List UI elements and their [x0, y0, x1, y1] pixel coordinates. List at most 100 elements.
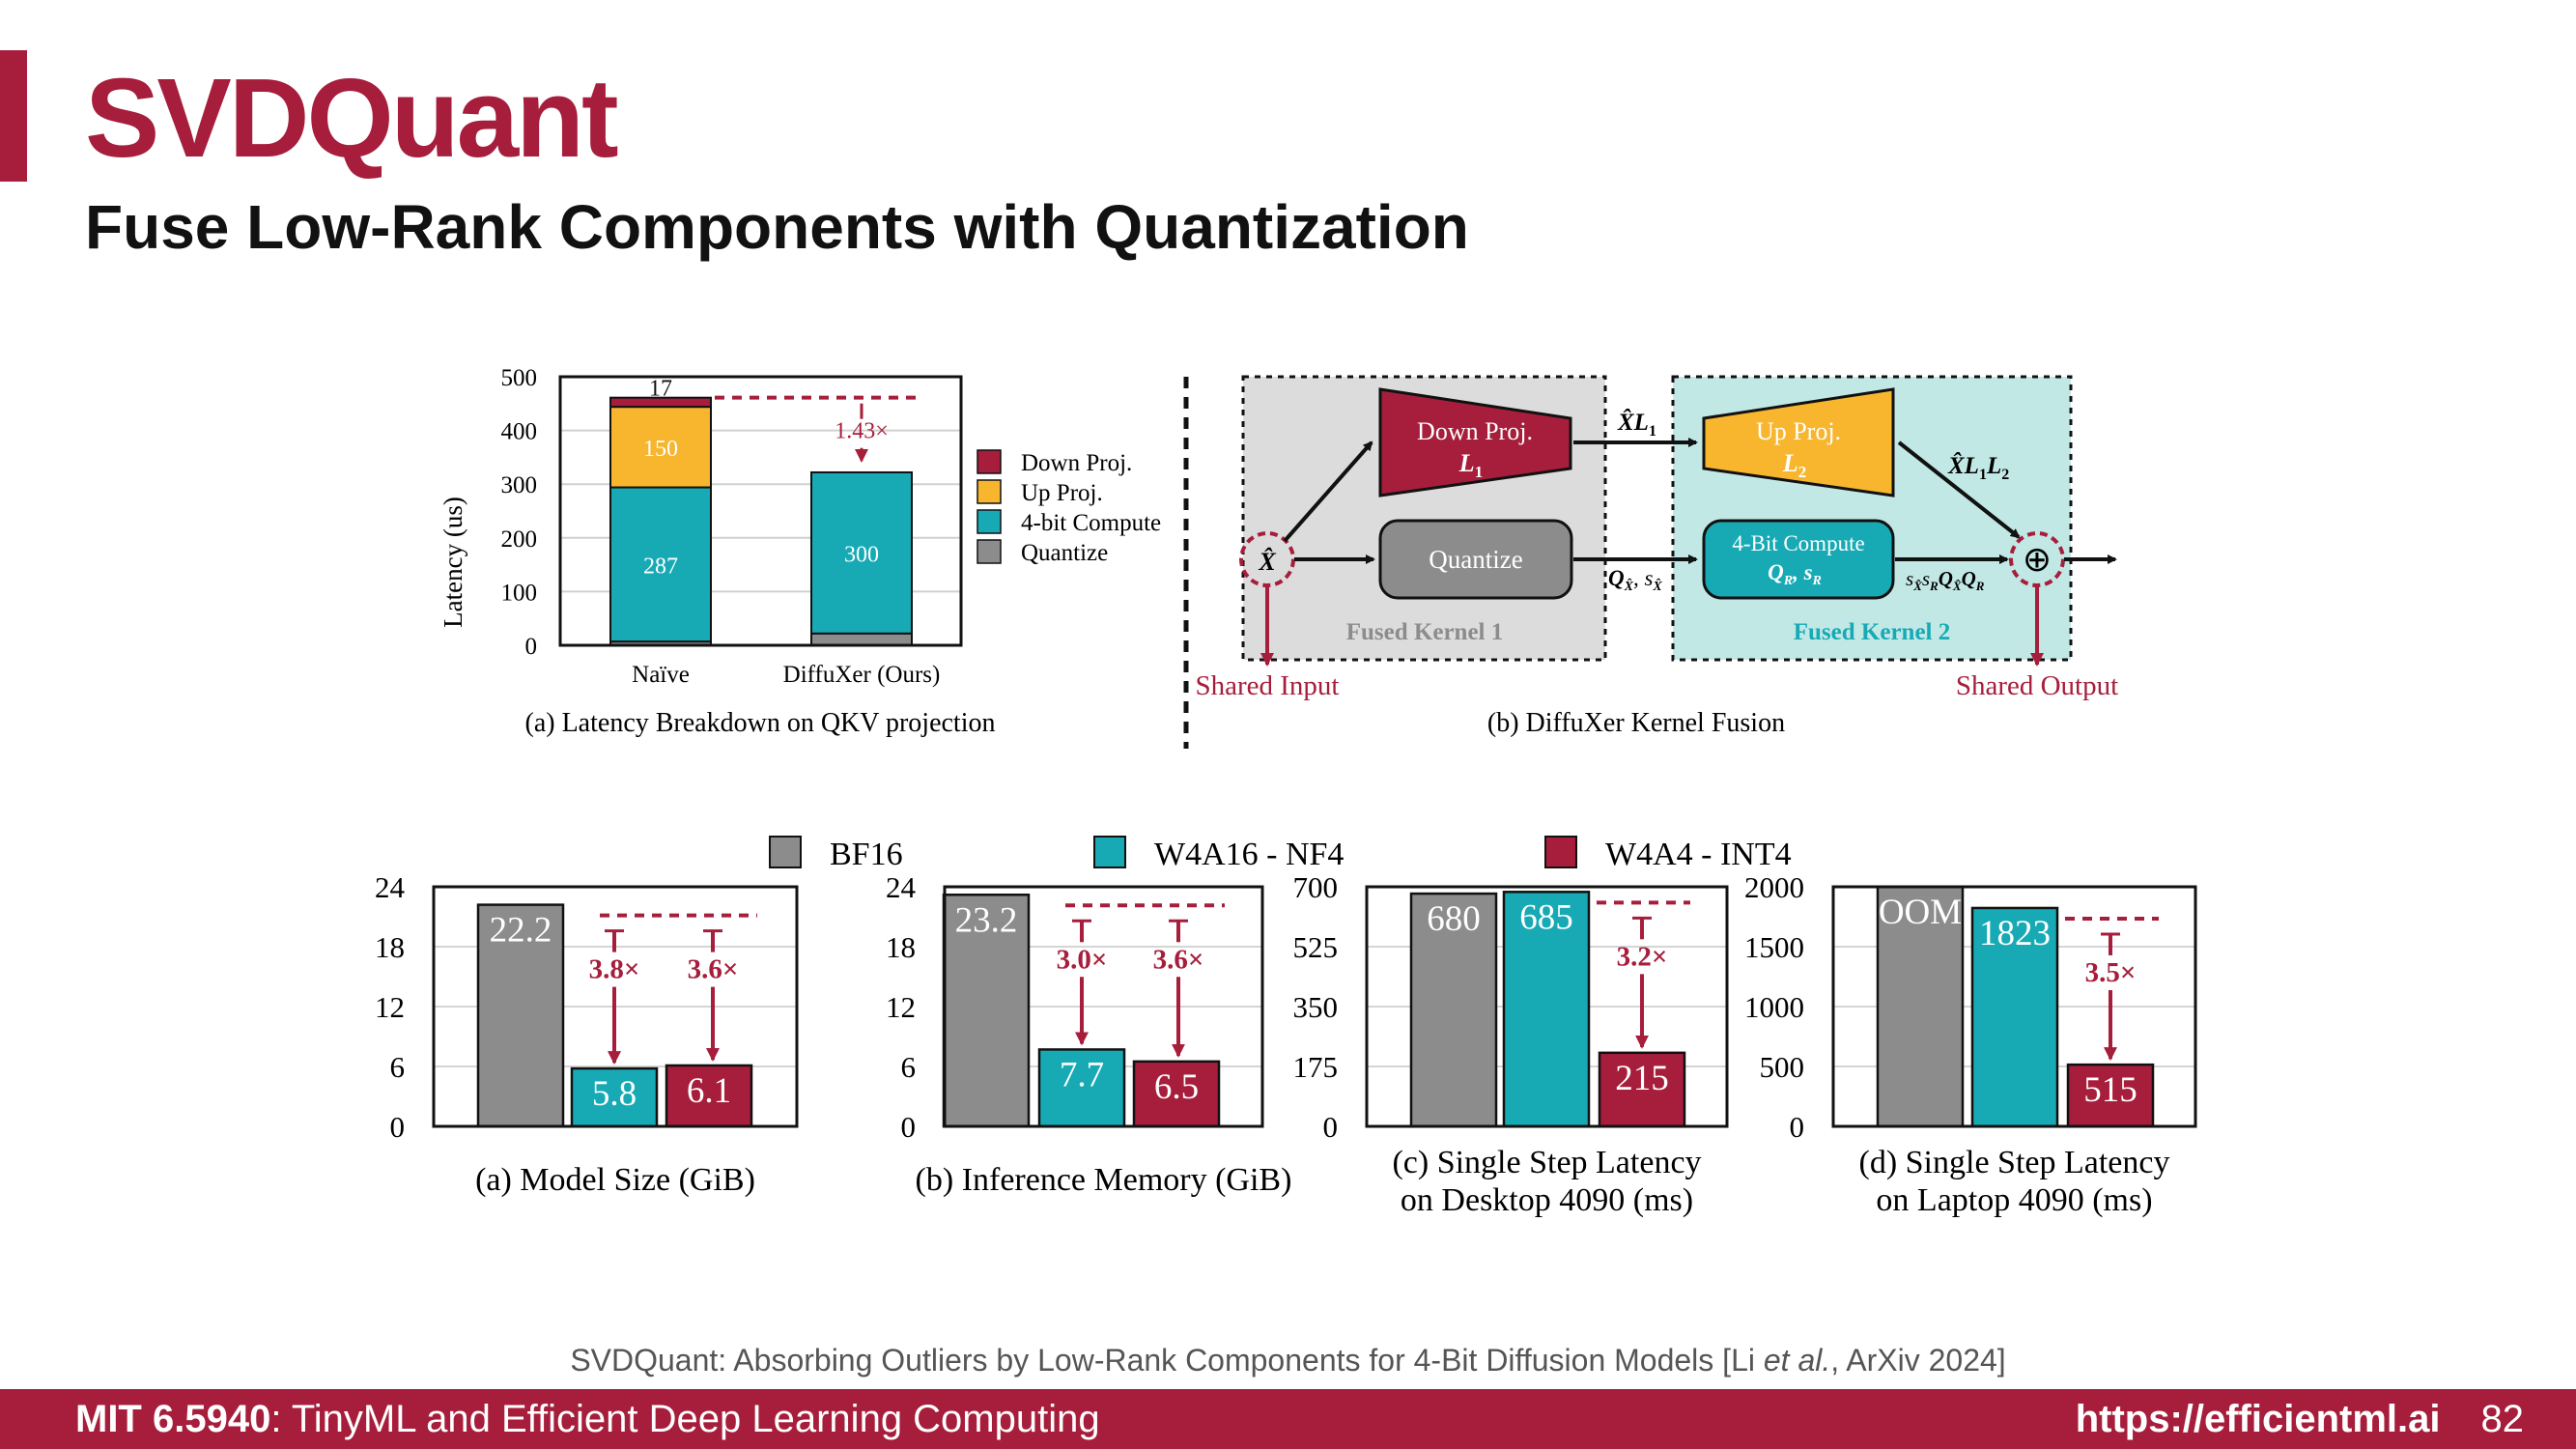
speedup-label: 3.5×: [2085, 957, 2137, 988]
speedup-label: 3.2×: [1617, 941, 1668, 972]
latency-y-tick: 400: [501, 419, 538, 445]
bottom-legend: BF16 W4A16 - NF4 W4A4 - INT4: [769, 836, 1792, 872]
bar-w4a4-int4: [2066, 1063, 2155, 1128]
bar-value-label: 215: [1615, 1059, 1669, 1098]
footer-bar: MIT 6.5940: TinyML and Efficient Deep Le…: [0, 1389, 2576, 1449]
speedup-label: 3.6×: [688, 954, 739, 985]
latency-legend-swatch: [977, 449, 1002, 474]
latency-y-axis-label: Latency (us): [439, 497, 467, 628]
bar-bf16: [476, 903, 565, 1128]
plus-symbol: ⊕: [2023, 540, 2052, 579]
up-proj-block: [1702, 387, 1895, 497]
latency-x-category: Naïve: [632, 662, 690, 688]
bar-chart-y-tick: 24: [886, 870, 917, 904]
legend-swatch: [1093, 836, 1126, 868]
bar-chart-y-tick: 18: [886, 930, 916, 964]
speedup-label: 3.6×: [1153, 944, 1204, 975]
latency-x-category: DiffuXer (Ours): [783, 662, 941, 688]
title-accent-bar: [0, 50, 27, 182]
arrow-up-to-output: [1897, 440, 2021, 539]
bar-w4a4-int4: [1598, 1051, 1686, 1128]
up-proj-label: Up Proj.: [1756, 417, 1841, 445]
legend-swatch: [1544, 836, 1577, 868]
bar-chart-y-tick: 500: [1760, 1050, 1805, 1084]
quantize-block: [1378, 519, 1573, 600]
bar-value-label: 6.5: [1154, 1067, 1199, 1107]
citation: SVDQuant: Absorbing Outliers by Low-Rank…: [570, 1343, 2006, 1378]
bar-chart-y-tick: 350: [1293, 990, 1339, 1024]
bar-w4a16-nf4: [1970, 906, 2059, 1128]
footer-url[interactable]: https://efficientml.ai: [2075, 1398, 2441, 1440]
latency-value-label: 300: [844, 542, 879, 567]
bar-chart-y-tick: 6: [901, 1050, 917, 1084]
latency-bar-segment: [810, 632, 913, 647]
footer-course: MIT 6.5940: TinyML and Efficient Deep Le…: [75, 1398, 1100, 1440]
latency-value-label: 150: [643, 437, 678, 462]
bar-bf16: [942, 894, 1031, 1128]
xl1-label: X̂L1: [1617, 409, 1656, 440]
bar-chart-y-tick: 0: [901, 1110, 917, 1144]
latency-bar-segment: [609, 396, 712, 409]
slide-subtitle: Fuse Low-Rank Components with Quantizati…: [85, 192, 1469, 262]
q-label: QX̂, sX̂: [1608, 566, 1662, 594]
bar-chart-y-tick: 0: [390, 1110, 406, 1144]
output-formula: sX̂sRQX̂QR: [1906, 567, 1985, 593]
latency-bar-segment: [810, 470, 913, 635]
bar-chart-y-tick: 700: [1293, 870, 1339, 904]
latency-y-tick: 100: [501, 580, 538, 606]
bar-chart-frame: [943, 885, 1264, 1128]
bar-chart-frame: [1365, 885, 1729, 1128]
bar-chart-y-tick: 525: [1293, 930, 1339, 964]
latency-value-label: 287: [643, 554, 678, 579]
shared-input-label: Shared Input: [1196, 670, 1340, 701]
bar-value-label: OOM: [1879, 893, 1962, 932]
bar-chart-caption: (c) Single Step Latency: [1392, 1145, 1701, 1180]
bar-chart-y-tick: 12: [886, 990, 916, 1024]
bar-chart-caption: (b) Inference Memory (GiB): [916, 1162, 1292, 1198]
latency-y-tick: 200: [501, 526, 538, 553]
bar-chart-y-tick: 18: [375, 930, 405, 964]
latency-legend-swatch: [977, 509, 1002, 534]
bar-chart-y-tick: 0: [1790, 1110, 1805, 1144]
legend-label: W4A4 - INT4: [1605, 837, 1792, 872]
bar-value-label: 7.7: [1060, 1055, 1104, 1094]
compute-label: 4-Bit Compute: [1732, 531, 1864, 555]
speedup-label: 3.0×: [1057, 944, 1108, 975]
legend-label: BF16: [830, 837, 903, 872]
bar-value-label: 685: [1519, 897, 1573, 937]
latency-value-label: 17: [649, 377, 672, 402]
kernel-fusion-diagram: Down Proj. L1 Up Proj. L2 Quantize 4-Bit…: [1196, 375, 2118, 738]
latency-plot: 0100200300400500728715017Naïve22300Diffu…: [501, 365, 963, 688]
legend-swatch: [769, 836, 802, 868]
latency-legend-swatch: [977, 539, 1002, 564]
bar-chart-caption-line2: on Laptop 4090 (ms): [1876, 1182, 2152, 1218]
input-symbol: X̂: [1258, 548, 1276, 576]
xl1l2-label: X̂L1L2: [1947, 452, 2009, 483]
bar-chart-y-tick: 1500: [1744, 930, 1804, 964]
latency-legend: Down Proj. Up Proj. 4-bit Compute Quantize: [977, 449, 1161, 566]
bar-chart-y-tick: 2000: [1744, 870, 1804, 904]
bottom-charts: 0 6 12 18 24 22.2 5.8 6.1 3.8× 3.6× (a) Model Size…: [375, 870, 2197, 1218]
bar-value-label: 6.1: [687, 1071, 731, 1111]
bar-chart-caption: (a) Model Size (GiB): [475, 1162, 755, 1198]
bar-chart-caption: (d) Single Step Latency: [1859, 1145, 2170, 1180]
bar-w4a4-int4: [1132, 1060, 1221, 1128]
speedup-label: 3.8×: [589, 954, 640, 985]
latency-legend-swatch: [977, 479, 1002, 504]
bar-chart-y-tick: 6: [390, 1050, 406, 1084]
output-node: [2009, 531, 2065, 587]
latency-legend-label: 4-bit Compute: [1021, 510, 1161, 536]
bar-chart-y-tick: 12: [375, 990, 405, 1024]
latency-y-tick: 300: [501, 472, 538, 498]
bar-chart-frame: [1831, 885, 2197, 1128]
page-number: 82: [2480, 1398, 2525, 1440]
bar-bf16: [1409, 892, 1498, 1128]
quantize-label: Quantize: [1429, 545, 1522, 574]
bar-value-label: 1823: [1979, 914, 2051, 953]
slide-title: SVDQuant: [85, 55, 619, 181]
latency-chart-caption: (a) Latency Breakdown on QKV projection: [525, 708, 996, 738]
bar-chart-y-tick: 24: [375, 870, 406, 904]
compute-symbol: QR, sR: [1768, 560, 1822, 588]
bar-value-label: 680: [1427, 899, 1481, 939]
latency-y-tick: 0: [525, 634, 538, 660]
